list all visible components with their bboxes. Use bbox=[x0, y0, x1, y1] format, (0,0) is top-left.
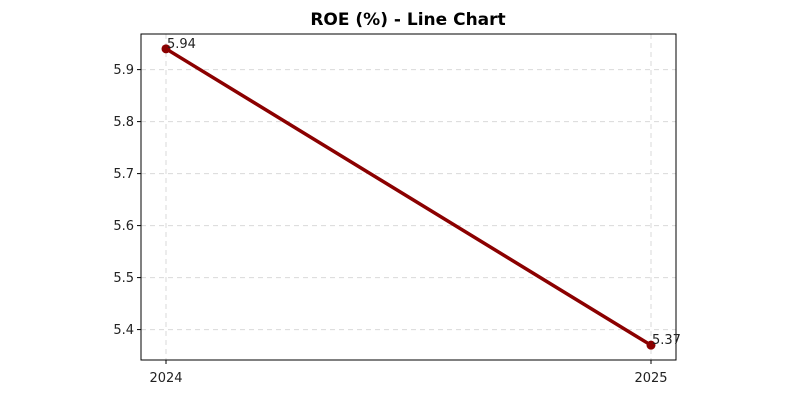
data-labels: 5.94 5.37 bbox=[167, 37, 681, 348]
grid bbox=[141, 34, 676, 360]
y-tick-label: 5.5 bbox=[113, 271, 134, 286]
x-tick-label: 2024 bbox=[149, 371, 182, 386]
data-label: 5.37 bbox=[652, 333, 681, 348]
y-tick-label: 5.4 bbox=[113, 323, 134, 338]
y-axis: 5.4 5.5 5.6 5.7 5.8 5.9 bbox=[113, 63, 141, 338]
plot-frame bbox=[140, 33, 677, 361]
y-tick-label: 5.8 bbox=[113, 115, 134, 130]
x-axis: 2024 2025 bbox=[149, 360, 668, 386]
data-label: 5.94 bbox=[167, 37, 196, 52]
x-tick-label: 2025 bbox=[634, 371, 667, 386]
data-point bbox=[646, 340, 656, 350]
data-point bbox=[161, 44, 171, 54]
series-group bbox=[161, 44, 656, 350]
y-tick-label: 5.9 bbox=[113, 63, 134, 78]
y-tick-label: 5.7 bbox=[113, 167, 134, 182]
series-line bbox=[164, 47, 653, 347]
y-tick-label: 5.6 bbox=[113, 219, 134, 234]
chart-title: ROE (%) - Line Chart bbox=[310, 10, 505, 30]
